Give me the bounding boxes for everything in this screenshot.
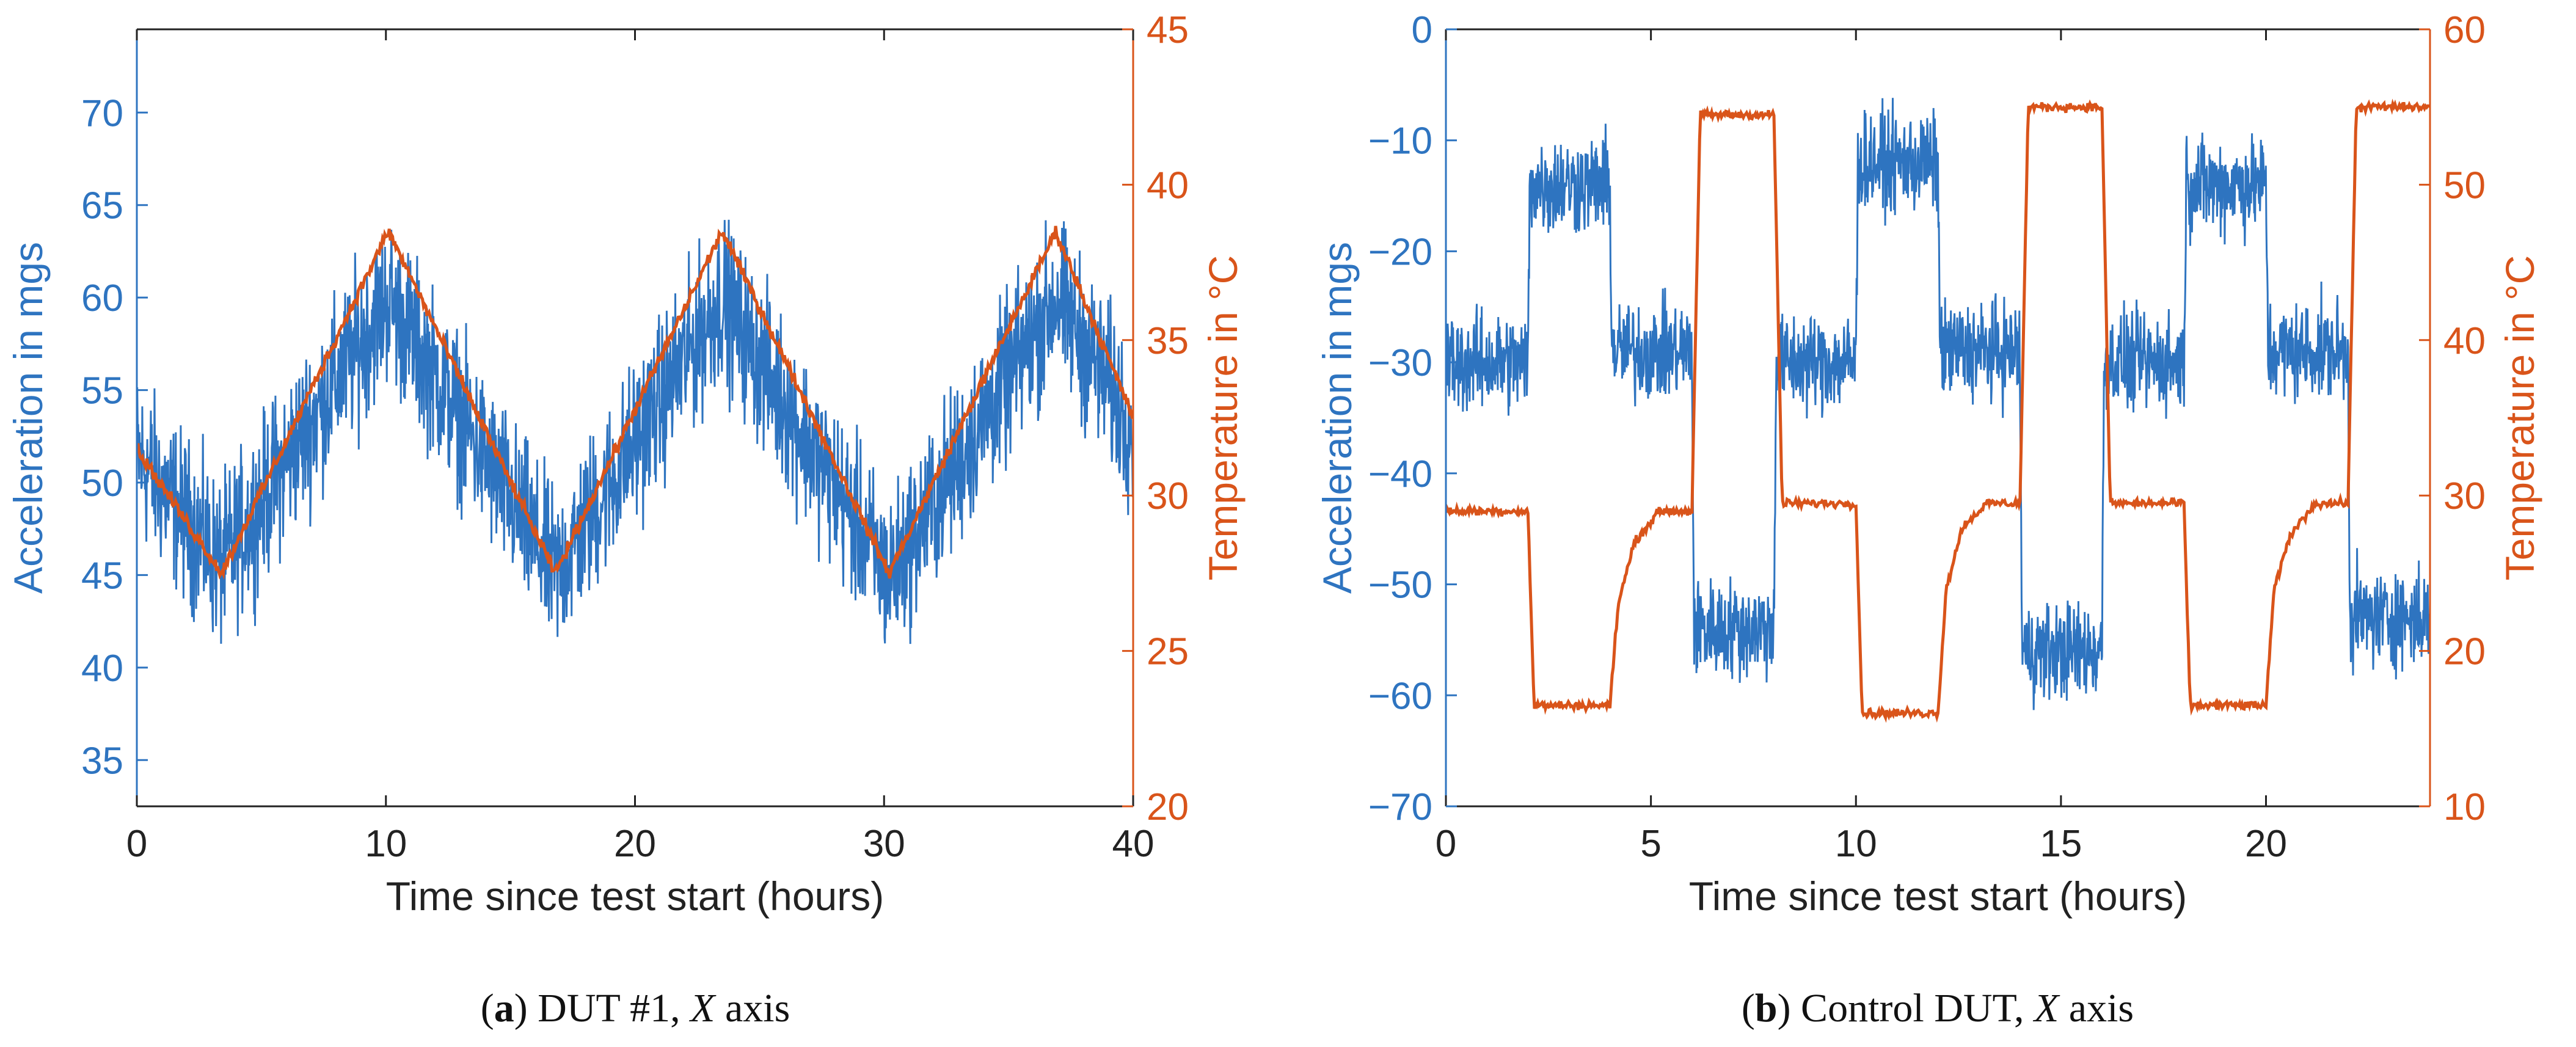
y-right-tick-label: 50 — [2443, 164, 2486, 206]
y-right-tick-label: 30 — [2443, 475, 2486, 517]
caption-paren-open: ( — [1742, 986, 1755, 1031]
x-tick-label: 20 — [614, 823, 656, 865]
caption-paren-open: ( — [481, 986, 494, 1031]
y-axis-left-label: Acceleration in mgs — [1315, 242, 1360, 594]
y-left-tick-label: −40 — [1368, 453, 1432, 495]
y-right-tick-label: 30 — [1147, 475, 1189, 517]
caption-axis: X — [688, 986, 717, 1031]
y-right-tick-label: 25 — [1147, 631, 1189, 673]
x-axis-label: Time since test start (hours) — [1689, 874, 2187, 919]
caption-text: DUT #1, — [528, 986, 690, 1031]
series-line-temperature — [1446, 98, 2430, 723]
series-line-temperature — [137, 225, 1133, 580]
y-left-tick-label: 50 — [81, 462, 123, 505]
y-left-tick-label: 40 — [81, 648, 123, 690]
caption-label: b — [1755, 986, 1778, 1031]
y-left-tick-label: −10 — [1368, 120, 1432, 162]
x-axis-label: Time since test start (hours) — [386, 874, 884, 919]
series-line-acceleration — [1446, 98, 2430, 710]
x-tick-label: 30 — [863, 823, 905, 865]
y-right-tick-label: 10 — [2443, 786, 2486, 828]
caption-paren-close: ) — [514, 986, 528, 1031]
y-axis-left-label: Acceleration in mgs — [5, 242, 51, 594]
y-left-tick-label: −30 — [1368, 342, 1432, 384]
y-right-tick-label: 40 — [1147, 164, 1189, 206]
y-right-tick-label: 40 — [2443, 320, 2486, 362]
caption-text: Control DUT, — [1791, 986, 2034, 1031]
y-left-tick-label: 45 — [81, 555, 123, 597]
x-tick-label: 20 — [2245, 823, 2287, 865]
y-right-tick-label: 60 — [2443, 9, 2486, 51]
y-left-tick-label: −20 — [1368, 231, 1432, 273]
y-left-tick-label: −60 — [1368, 675, 1432, 717]
y-right-tick-label: 20 — [1147, 786, 1189, 828]
panel-caption: (a) DUT #1, X axis — [481, 986, 790, 1031]
panel-caption: (b) Control DUT, X axis — [1742, 986, 2134, 1031]
y-left-tick-label: 35 — [81, 740, 123, 782]
y-right-tick-label: 20 — [2443, 631, 2486, 673]
caption-paren-close: ) — [1778, 986, 1791, 1031]
y-right-tick-label: 35 — [1147, 320, 1189, 362]
y-left-tick-label: −50 — [1368, 564, 1432, 607]
series-line-acceleration — [137, 219, 1133, 644]
y-left-tick-label: 70 — [81, 92, 123, 134]
y-left-tick-label: −70 — [1368, 786, 1432, 828]
x-tick-label: 10 — [1835, 823, 1877, 865]
x-tick-label: 40 — [1112, 823, 1155, 865]
y-left-tick-label: 55 — [81, 370, 123, 412]
caption-suffix: axis — [715, 986, 790, 1031]
x-tick-label: 10 — [365, 823, 407, 865]
caption-axis: X — [2032, 986, 2060, 1031]
y-left-tick-label: 65 — [81, 185, 123, 227]
caption-suffix: axis — [2059, 986, 2134, 1031]
panel-a: 0 10 20 30 40 35 40 45 50 55 60 65 70 20 25 30 35 40 45 Tim… — [5, 9, 1246, 1031]
panel-b: 0 5 10 15 20 −70 −60 −50 −40 −30 −20 −10 0 10 20 30 40 50… — [1315, 9, 2542, 1031]
x-tick-label: 0 — [126, 823, 147, 865]
y-axis-right-label: Temperature in °C — [1200, 255, 1246, 581]
x-tick-label: 5 — [1640, 823, 1661, 865]
y-axis-right-label: Temperature in °C — [2497, 255, 2542, 581]
x-tick-label: 15 — [2040, 823, 2082, 865]
y-left-tick-label: 60 — [81, 277, 123, 319]
x-tick-label: 0 — [1436, 823, 1456, 865]
y-right-tick-label: 45 — [1147, 9, 1189, 51]
caption-label: a — [494, 986, 514, 1031]
y-left-tick-label: 0 — [1412, 9, 1432, 51]
